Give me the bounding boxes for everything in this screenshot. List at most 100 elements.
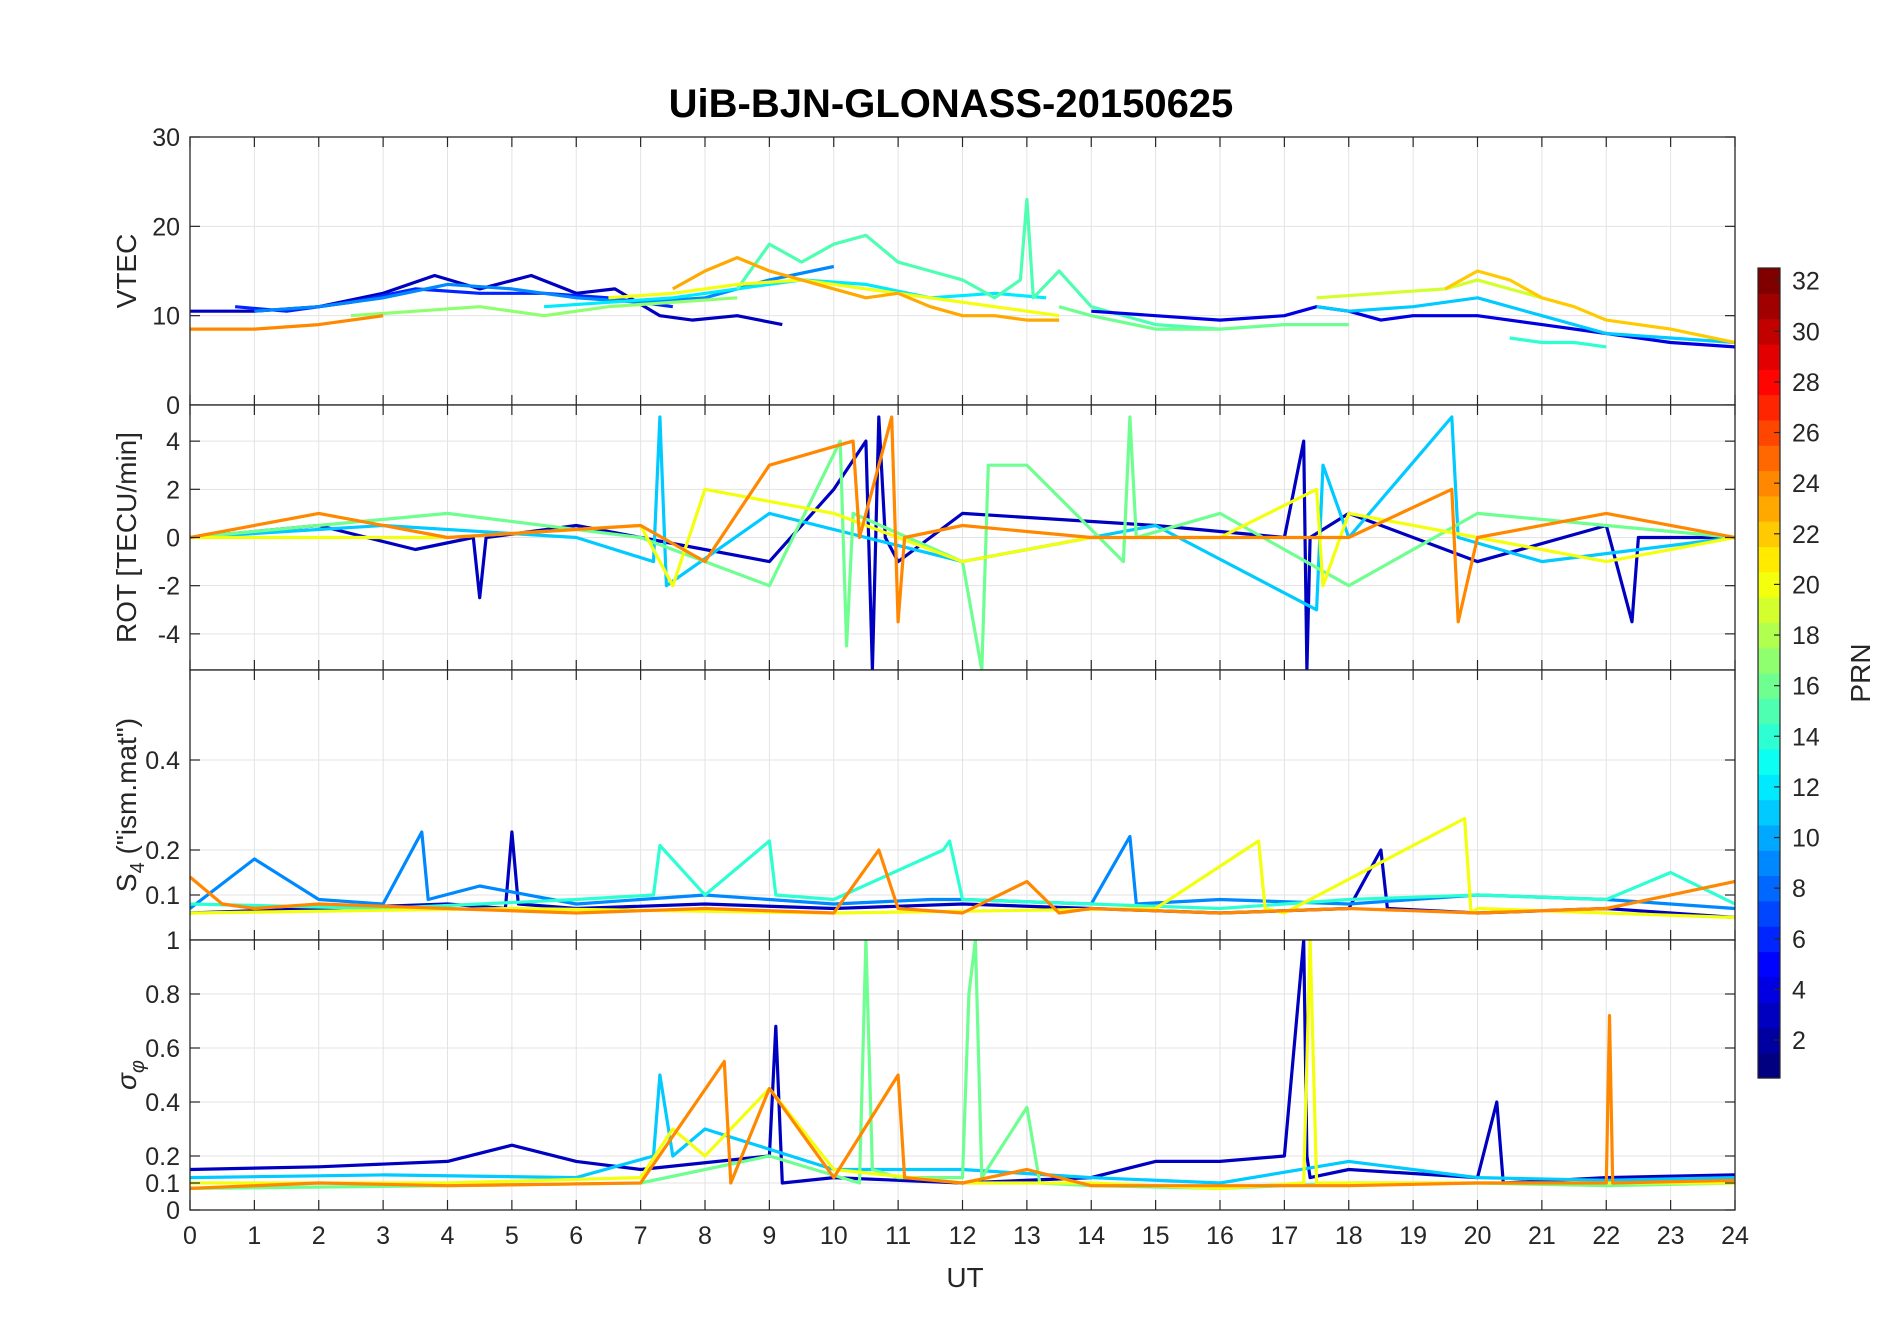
colorbar-segment bbox=[1758, 571, 1780, 598]
colorbar-segment bbox=[1758, 470, 1780, 497]
series-line-prn-23 bbox=[672, 256, 1060, 322]
x-tick-label: 19 bbox=[1399, 1222, 1427, 1250]
colorbar-tick-label: 18 bbox=[1792, 622, 1820, 650]
colorbar-label: PRN bbox=[1845, 643, 1876, 702]
colorbar-segment bbox=[1758, 521, 1780, 548]
series-group bbox=[190, 940, 1735, 1191]
colorbar-segment bbox=[1758, 926, 1780, 953]
x-tick-label: 8 bbox=[698, 1222, 712, 1250]
colorbar-segment bbox=[1758, 445, 1780, 472]
x-tick-label: 9 bbox=[762, 1222, 776, 1250]
colorbar-tick-label: 30 bbox=[1792, 318, 1820, 346]
series-line-prn-20 bbox=[608, 278, 1060, 318]
colorbar-segment bbox=[1758, 951, 1780, 978]
x-tick-label: 22 bbox=[1592, 1222, 1620, 1250]
x-tick-label: 11 bbox=[885, 1222, 911, 1250]
x-tick-label: 21 bbox=[1528, 1222, 1556, 1250]
colorbar-tick-label: 14 bbox=[1792, 723, 1820, 751]
colorbar-segment bbox=[1758, 647, 1780, 674]
series-group bbox=[190, 197, 1735, 349]
x-axis-label: UT bbox=[946, 1262, 983, 1293]
panel-s4: 0.1 0.2 0.4S4 ("ism.mat") bbox=[111, 669, 1736, 941]
x-tick-label: 17 bbox=[1270, 1222, 1298, 1250]
y-axis-label: S4 ("ism.mat") bbox=[111, 718, 149, 892]
x-tick-label: 20 bbox=[1464, 1222, 1492, 1250]
series-line-prn-3 bbox=[190, 940, 1735, 1185]
y-tick-label: 0.1 bbox=[145, 882, 180, 910]
series-group bbox=[190, 415, 1735, 670]
y-tick-label: 0.6 bbox=[145, 1035, 180, 1063]
colorbar-segment bbox=[1758, 748, 1780, 775]
y-tick-label: 20 bbox=[152, 213, 180, 241]
series-line-prn-16 bbox=[1058, 305, 1349, 331]
series-line-prn-14 bbox=[1509, 336, 1607, 349]
series-line-prn-19 bbox=[1316, 278, 1543, 300]
x-tick-label: 7 bbox=[634, 1222, 648, 1250]
y-tick-label: 4 bbox=[166, 428, 180, 456]
y-tick-label: 0 bbox=[166, 392, 180, 420]
series-line-prn-3 bbox=[190, 415, 1735, 670]
colorbar-segment bbox=[1758, 673, 1780, 699]
colorbar-segment bbox=[1758, 318, 1780, 345]
colorbar-segment bbox=[1758, 698, 1780, 725]
colorbar-segment bbox=[1758, 850, 1780, 877]
series-group bbox=[190, 816, 1735, 920]
colorbar-segment bbox=[1758, 394, 1780, 421]
x-tick-label: 0 bbox=[183, 1222, 197, 1250]
y-axis-label: VTEC bbox=[111, 234, 142, 309]
y-tick-label: 0.1 bbox=[145, 1170, 180, 1198]
colorbar-segment bbox=[1758, 419, 1780, 446]
colorbar-tick-label: 28 bbox=[1792, 369, 1820, 397]
series-line-prn-24 bbox=[190, 1013, 1735, 1190]
colorbar-tick-label: 16 bbox=[1792, 673, 1820, 701]
y-tick-label: 1 bbox=[166, 927, 180, 955]
colorbar-segment bbox=[1758, 875, 1780, 902]
y-tick-label: 2 bbox=[166, 476, 180, 504]
colorbar-tick-label: 6 bbox=[1792, 926, 1806, 954]
colorbar-segment bbox=[1758, 495, 1780, 522]
colorbar-tick-label: 4 bbox=[1792, 976, 1806, 1004]
x-tick-label: 23 bbox=[1657, 1222, 1685, 1250]
x-tick-label: 4 bbox=[441, 1222, 455, 1250]
colorbar-segment bbox=[1758, 976, 1780, 1003]
x-tick-label: 18 bbox=[1335, 1222, 1363, 1250]
y-tick-label: 0.4 bbox=[145, 747, 180, 775]
colorbar-tick-label: 32 bbox=[1792, 268, 1820, 296]
y-tick-label: 10 bbox=[152, 303, 180, 331]
series-line-prn-20 bbox=[190, 940, 1735, 1191]
panel-rot: -4 -2 0 2 4 ROT [TECU/min] bbox=[111, 404, 1736, 671]
y-tick-label: 0.2 bbox=[145, 1143, 180, 1171]
series-line-prn-11 bbox=[1316, 296, 1735, 345]
series-line-prn-22 bbox=[1444, 269, 1735, 345]
colorbar-segment bbox=[1758, 546, 1780, 573]
y-tick-label: 0.8 bbox=[145, 981, 180, 1009]
x-tick-label: 24 bbox=[1721, 1222, 1749, 1250]
series-line-prn-24 bbox=[190, 314, 384, 331]
series-line-prn-24 bbox=[190, 848, 1735, 915]
x-tick-label: 12 bbox=[949, 1222, 977, 1250]
colorbar-tick-label: 8 bbox=[1792, 875, 1806, 903]
colorbar-segment bbox=[1758, 622, 1780, 649]
x-tick-label: 2 bbox=[312, 1222, 326, 1250]
colorbar-segment bbox=[1758, 1052, 1780, 1079]
colorbar-segment bbox=[1758, 369, 1780, 396]
y-tick-label: 0.2 bbox=[145, 837, 180, 865]
colorbar-segment bbox=[1758, 1002, 1780, 1028]
colorbar-segment bbox=[1758, 723, 1780, 750]
colorbar-segment bbox=[1758, 799, 1780, 826]
x-tick-label: 10 bbox=[820, 1222, 848, 1250]
colorbar-tick-label: 26 bbox=[1792, 420, 1820, 448]
colorbar-segment bbox=[1758, 268, 1780, 294]
series-line-prn-9 bbox=[190, 830, 1735, 911]
colorbar-segment bbox=[1758, 597, 1780, 623]
colorbar-segment bbox=[1758, 293, 1780, 320]
y-tick-label: 0 bbox=[166, 1197, 180, 1225]
x-tick-label: 15 bbox=[1142, 1222, 1170, 1250]
series-line-prn-24 bbox=[190, 415, 1735, 624]
colorbar-tick-label: 24 bbox=[1792, 470, 1820, 498]
colorbar-tick-label: 20 bbox=[1792, 571, 1820, 599]
colorbar-tick-label: 10 bbox=[1792, 825, 1820, 853]
